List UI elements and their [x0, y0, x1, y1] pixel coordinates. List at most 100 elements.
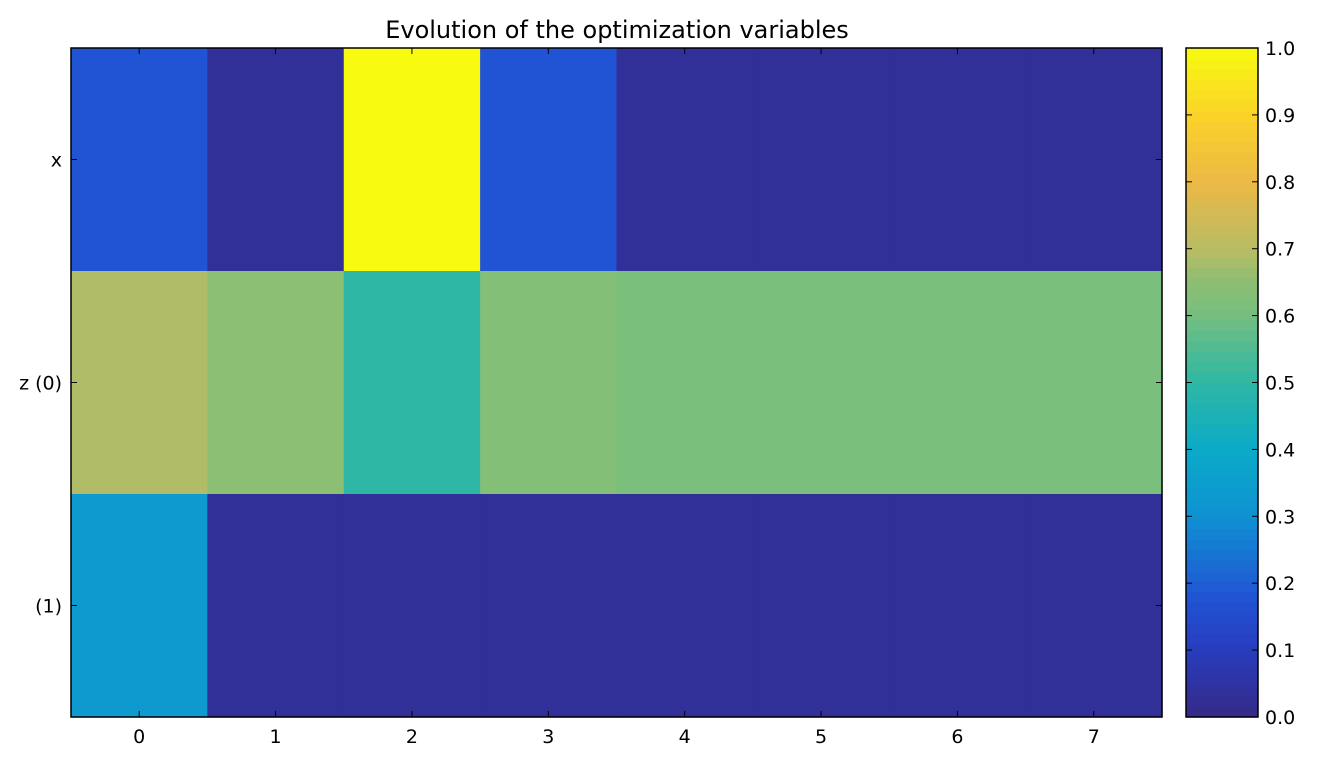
heatmap-cell — [752, 494, 890, 718]
heatmap-cell — [616, 48, 754, 272]
x-tick-label: 5 — [815, 726, 827, 748]
heatmap-cell — [343, 48, 481, 272]
heatmap-cell — [752, 271, 890, 495]
colorbar-band — [1186, 602, 1258, 614]
x-axis: 0 1 2 3 4 5 6 7 — [133, 48, 1100, 748]
colorbar-band — [1186, 685, 1258, 697]
colorbar-band — [1186, 696, 1258, 708]
x-tick-label: 1 — [270, 726, 282, 748]
heatmap-cell — [616, 271, 754, 495]
colorbar-band — [1186, 361, 1258, 373]
colorbar-band — [1186, 225, 1258, 237]
colorbar-band — [1186, 68, 1258, 80]
heatmap-cell — [207, 494, 345, 718]
colorbar-band — [1186, 246, 1258, 258]
colorbar-band — [1186, 476, 1258, 488]
colorbar-band — [1186, 382, 1258, 394]
colorbar-band — [1186, 162, 1258, 175]
colorbar-band — [1186, 267, 1258, 279]
colorbar-tick-label: 0.4 — [1265, 439, 1295, 461]
colorbar-band — [1186, 403, 1258, 415]
colorbar-band — [1186, 121, 1258, 133]
colorbar-band — [1186, 319, 1258, 331]
colorbar-tick-label: 1.0 — [1265, 38, 1295, 60]
colorbar-tick-label: 0.6 — [1265, 306, 1295, 328]
colorbar-tick-label: 0.7 — [1265, 239, 1295, 261]
colorbar-band — [1186, 612, 1258, 624]
heatmap-cell — [480, 271, 618, 495]
colorbar-band — [1186, 131, 1258, 143]
colorbar-band — [1186, 570, 1258, 582]
heatmap-cell — [71, 271, 208, 495]
colorbar-tick-label: 0.5 — [1265, 373, 1295, 395]
colorbar-tick-label: 0.0 — [1265, 707, 1295, 729]
colorbar-band — [1186, 413, 1258, 425]
colorbar-band — [1186, 142, 1258, 154]
colorbar-band — [1186, 664, 1258, 676]
colorbar-band — [1186, 257, 1258, 269]
colorbar-band — [1186, 351, 1258, 363]
colorbar-band — [1186, 309, 1258, 321]
x-tick-label: 6 — [951, 726, 963, 748]
colorbar: 0.0 0.1 0.2 0.3 0.4 0.5 0.6 0.7 0.8 0.9 1.0 — [1185, 38, 1295, 729]
colorbar-band — [1186, 455, 1258, 467]
colorbar-band — [1186, 560, 1258, 572]
colorbar-band — [1186, 392, 1258, 405]
colorbar-band — [1186, 89, 1258, 101]
colorbar-band — [1186, 622, 1258, 634]
heatmap-cell — [1025, 271, 1163, 495]
heatmap-cell — [480, 494, 618, 718]
heatmap-cell — [207, 48, 345, 272]
heatmap-cell — [889, 271, 1027, 495]
colorbar-band — [1186, 424, 1258, 436]
colorbar-band — [1186, 194, 1258, 206]
heatmap-cell — [1025, 494, 1163, 718]
colorbar-band — [1186, 204, 1258, 216]
y-axis: x z (0) (1) — [19, 150, 1162, 618]
heatmap-cell — [889, 48, 1027, 272]
heatmap-cell — [480, 48, 618, 272]
colorbar-band — [1186, 434, 1258, 446]
colorbar-band — [1186, 487, 1258, 499]
colorbar-band — [1186, 581, 1258, 593]
colorbar-tick-label: 0.2 — [1265, 573, 1295, 595]
chart-title: Evolution of the optimization variables — [385, 16, 849, 44]
x-tick-label: 2 — [406, 726, 418, 748]
colorbar-band — [1186, 528, 1258, 540]
y-tick-label: (1) — [35, 596, 62, 618]
heatmap-cell — [343, 494, 481, 718]
heatmap-cell — [343, 271, 481, 495]
colorbar-tick-label: 0.3 — [1265, 506, 1295, 528]
y-tick-label: x — [51, 150, 62, 172]
colorbar-band — [1186, 633, 1258, 645]
x-tick-label: 7 — [1088, 726, 1100, 748]
colorbar-band — [1186, 58, 1258, 70]
colorbar-band — [1186, 330, 1258, 342]
heatmap-cell — [1025, 48, 1163, 272]
colorbar-band — [1186, 48, 1258, 60]
colorbar-tick-label: 0.1 — [1265, 640, 1295, 662]
colorbar-band — [1186, 340, 1258, 352]
colorbar-band — [1186, 445, 1258, 457]
colorbar-band — [1186, 236, 1258, 248]
x-tick-label: 3 — [542, 726, 554, 748]
colorbar-band — [1186, 372, 1258, 384]
colorbar-band — [1186, 466, 1258, 478]
heatmap-cell — [889, 494, 1027, 718]
colorbar-band — [1186, 507, 1258, 519]
colorbar-band — [1186, 288, 1258, 300]
colorbar-band — [1186, 518, 1258, 530]
heatmap-cells — [71, 48, 1163, 718]
x-tick-label: 4 — [679, 726, 691, 748]
colorbar-tick-label: 0.9 — [1265, 105, 1295, 127]
colorbar-band — [1186, 215, 1258, 227]
colorbar-band — [1186, 591, 1258, 603]
colorbar-band — [1186, 539, 1258, 551]
colorbar-band — [1186, 277, 1258, 290]
colorbar-tick-label: 0.8 — [1265, 172, 1295, 194]
colorbar-band — [1186, 549, 1258, 561]
heatmap-cell — [71, 48, 208, 272]
colorbar-band — [1186, 298, 1258, 310]
